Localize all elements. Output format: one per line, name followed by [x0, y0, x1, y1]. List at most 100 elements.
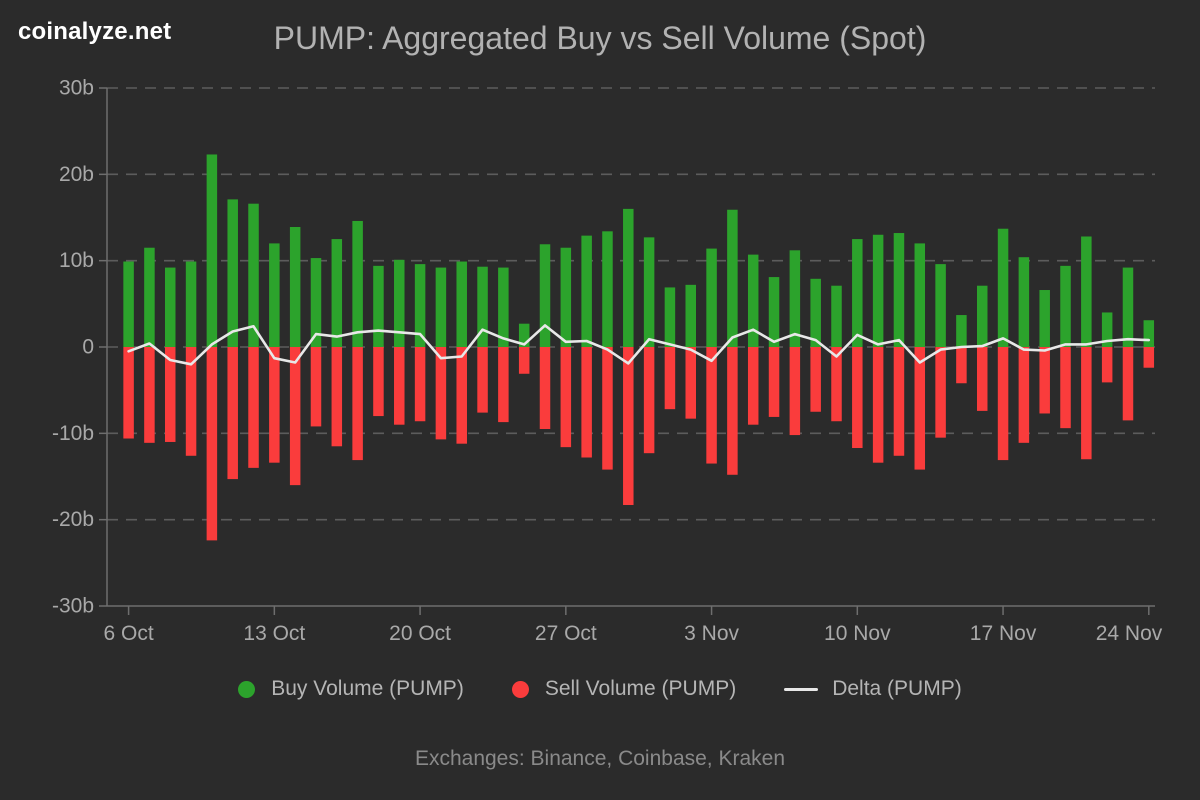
buy-bar[interactable] — [498, 267, 509, 347]
sell-bar[interactable] — [144, 347, 155, 443]
sell-bar[interactable] — [664, 347, 676, 410]
sell-bar[interactable] — [872, 347, 884, 463]
sell-bar[interactable] — [289, 347, 301, 486]
buy-bar[interactable] — [1143, 320, 1155, 347]
sell-bar[interactable] — [789, 347, 801, 436]
buy-sell-volume-chart[interactable]: 30b 20b 10b 0 -10b -20b -30b 6 Oct 13 Oct 20 Oct 2… — [0, 70, 1200, 655]
sell-bar[interactable] — [435, 347, 447, 440]
buy-bar[interactable] — [269, 243, 280, 347]
sell-bar[interactable] — [602, 347, 613, 470]
buy-bar[interactable] — [664, 287, 676, 347]
buy-bar[interactable] — [581, 235, 592, 347]
sell-bar[interactable] — [747, 347, 759, 425]
buy-bar[interactable] — [206, 154, 218, 347]
sell-bar[interactable] — [768, 347, 780, 417]
buy-bar[interactable] — [518, 323, 530, 347]
sell-bar[interactable] — [456, 347, 467, 444]
sell-bar[interactable] — [269, 347, 280, 463]
sell-bar[interactable] — [352, 347, 363, 461]
sell-bar[interactable] — [560, 347, 572, 448]
legend-item-delta[interactable]: Delta (PUMP) — [784, 677, 962, 701]
buy-bar[interactable] — [727, 209, 738, 347]
delta-line[interactable] — [127, 324, 1151, 366]
buy-bar[interactable] — [602, 231, 613, 347]
buy-bar[interactable] — [914, 243, 926, 347]
sell-bar[interactable] — [539, 347, 551, 430]
buy-bar[interactable] — [706, 248, 717, 347]
sell-bar[interactable] — [914, 347, 926, 470]
sell-bar[interactable] — [498, 347, 509, 423]
sell-bar[interactable] — [123, 347, 134, 439]
sell-bar[interactable] — [1081, 347, 1092, 460]
buy-bar[interactable] — [477, 266, 488, 347]
sell-bar[interactable] — [185, 347, 197, 456]
buy-bar[interactable] — [373, 265, 384, 347]
buy-bar[interactable] — [435, 267, 447, 347]
legend-item-buy-volume[interactable]: Buy Volume (PUMP) — [238, 677, 464, 701]
buy-bar[interactable] — [1039, 290, 1050, 347]
buy-bar[interactable] — [1081, 236, 1092, 347]
sell-bar[interactable] — [310, 347, 322, 427]
sell-bar[interactable] — [623, 347, 634, 505]
sell-bar[interactable] — [1122, 347, 1134, 421]
buy-bar[interactable] — [414, 264, 426, 347]
sell-bar[interactable] — [1018, 347, 1030, 443]
buy-bar[interactable] — [1101, 312, 1113, 347]
buy-bar[interactable] — [852, 239, 863, 347]
sell-bar[interactable] — [414, 347, 426, 422]
buy-bar[interactable] — [227, 199, 238, 347]
sell-bar[interactable] — [727, 347, 738, 475]
buy-bar[interactable] — [248, 203, 259, 347]
sell-bar[interactable] — [643, 347, 655, 454]
sell-bar[interactable] — [956, 347, 967, 384]
sell-bar[interactable] — [394, 347, 405, 425]
sell-bar[interactable] — [810, 347, 821, 412]
sell-bar[interactable] — [1143, 347, 1155, 368]
sell-bar[interactable] — [477, 347, 488, 413]
buy-bar[interactable] — [123, 261, 134, 347]
chart-area[interactable]: 30b 20b 10b 0 -10b -20b -30b 6 Oct 13 Oct 20 Oct 2… — [0, 70, 1200, 655]
sell-bar[interactable] — [227, 347, 238, 480]
buy-bar[interactable] — [831, 285, 842, 347]
buy-bar[interactable] — [976, 285, 988, 347]
sell-bar[interactable] — [1060, 347, 1071, 429]
buy-bar[interactable] — [956, 315, 967, 347]
buy-bar[interactable] — [331, 239, 343, 347]
sell-bar[interactable] — [164, 347, 176, 442]
buy-bar[interactable] — [935, 264, 946, 347]
sell-bar[interactable] — [852, 347, 863, 449]
sell-bar[interactable] — [893, 347, 905, 456]
buy-bar[interactable] — [394, 259, 405, 347]
buy-bar[interactable] — [685, 284, 697, 347]
sell-bar[interactable] — [706, 347, 717, 464]
sell-bar[interactable] — [997, 347, 1009, 461]
sell-bar[interactable] — [976, 347, 988, 411]
buy-bar[interactable] — [1122, 267, 1134, 347]
buy-bar[interactable] — [352, 220, 363, 347]
buy-bar[interactable] — [623, 208, 634, 347]
buy-bar[interactable] — [810, 278, 821, 347]
buy-bar[interactable] — [997, 228, 1009, 347]
buy-bar[interactable] — [539, 244, 551, 347]
buy-bar[interactable] — [289, 226, 301, 347]
legend-item-sell-volume[interactable]: Sell Volume (PUMP) — [511, 677, 736, 701]
buy-bar[interactable] — [789, 250, 801, 347]
sell-bar[interactable] — [1101, 347, 1113, 383]
sell-bar[interactable] — [331, 347, 343, 447]
buy-bar[interactable] — [872, 234, 884, 347]
sell-bar[interactable] — [518, 347, 530, 374]
buy-bar[interactable] — [768, 277, 780, 347]
buy-bar[interactable] — [185, 261, 197, 347]
sell-bar[interactable] — [206, 347, 218, 541]
buy-bar[interactable] — [893, 233, 905, 347]
sell-bar[interactable] — [831, 347, 842, 422]
buy-bar[interactable] — [456, 261, 467, 347]
sell-bar[interactable] — [935, 347, 946, 438]
buy-bar[interactable] — [643, 237, 655, 347]
sell-bar[interactable] — [685, 347, 697, 419]
buy-bar[interactable] — [747, 254, 759, 347]
sell-bar[interactable] — [1039, 347, 1050, 414]
buy-bar[interactable] — [164, 267, 176, 347]
sell-bar[interactable] — [373, 347, 384, 417]
buy-bar[interactable] — [1018, 257, 1030, 347]
